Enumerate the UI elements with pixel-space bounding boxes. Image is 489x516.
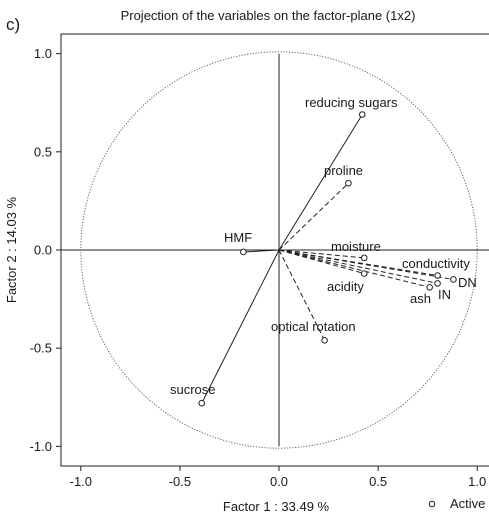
vector-moisture (278, 249, 365, 259)
label-moisture: moisture (331, 239, 381, 254)
legend-marker (428, 500, 436, 508)
point-reducing-sugars (358, 111, 366, 118)
label-hmf: HMF (224, 230, 252, 245)
vector-proline (278, 182, 349, 251)
vector-ash (278, 249, 430, 288)
label-in: IN (438, 287, 451, 302)
point-ash (426, 284, 433, 291)
point-moisture (360, 254, 368, 262)
x-tick-label: 0.0 (270, 474, 288, 489)
label-acidity: acidity (327, 279, 364, 294)
panel-label: c) (6, 15, 20, 34)
vector-reducing-sugars (278, 114, 363, 251)
x-axis-ticks: -1.0 -0.5 0.0 0.5 1.0 (70, 466, 486, 489)
vector-optical-rotation (278, 249, 326, 341)
x-tick-label: -0.5 (169, 474, 191, 489)
variable-vectors (201, 114, 454, 404)
label-dn: DN (458, 275, 477, 290)
vector-sucrose (201, 249, 280, 404)
x-tick-label: 1.0 (468, 474, 486, 489)
x-tick-label: 0.5 (369, 474, 387, 489)
variable-labels: reducing sugars proline HMF moisture acidity… (170, 95, 477, 397)
legend: Active (428, 496, 485, 511)
point-optical-rotation (321, 337, 328, 344)
point-hmf (240, 248, 247, 256)
point-proline (345, 179, 352, 187)
vector-dn (278, 249, 454, 280)
point-in (434, 280, 441, 287)
y-axis-ticks: 1.0 0.5 0.0 -0.5 -1.0 (30, 46, 61, 454)
point-sucrose (198, 399, 206, 407)
vector-hmf (243, 249, 280, 253)
point-dn (450, 276, 457, 283)
chart-title: Projection of the variables on the facto… (121, 8, 416, 23)
point-conductivity (434, 272, 441, 279)
label-optical-rotation: optical rotation (271, 319, 356, 334)
vector-in (278, 249, 438, 284)
point-acidity (360, 270, 368, 277)
label-reducing-sugars: reducing sugars (305, 95, 398, 110)
label-proline: proline (324, 163, 363, 178)
variable-points (198, 111, 457, 407)
y-axis-label: Factor 2 : 14.03 % (4, 196, 19, 303)
vector-acidity (278, 249, 365, 275)
label-sucrose: sucrose (170, 382, 216, 397)
y-tick-label: -1.0 (30, 439, 52, 454)
x-axis-label: Factor 1 : 33.49 % (223, 499, 330, 514)
y-tick-label: 0.5 (34, 144, 52, 159)
y-tick-label: -0.5 (30, 341, 52, 356)
y-tick-label: 1.0 (34, 46, 52, 61)
y-tick-label: 0.0 (34, 243, 52, 258)
label-conductivity: conductivity (402, 256, 470, 271)
label-ash: ash (410, 291, 431, 306)
legend-label-active: Active (450, 496, 485, 511)
x-tick-label: -1.0 (70, 474, 92, 489)
